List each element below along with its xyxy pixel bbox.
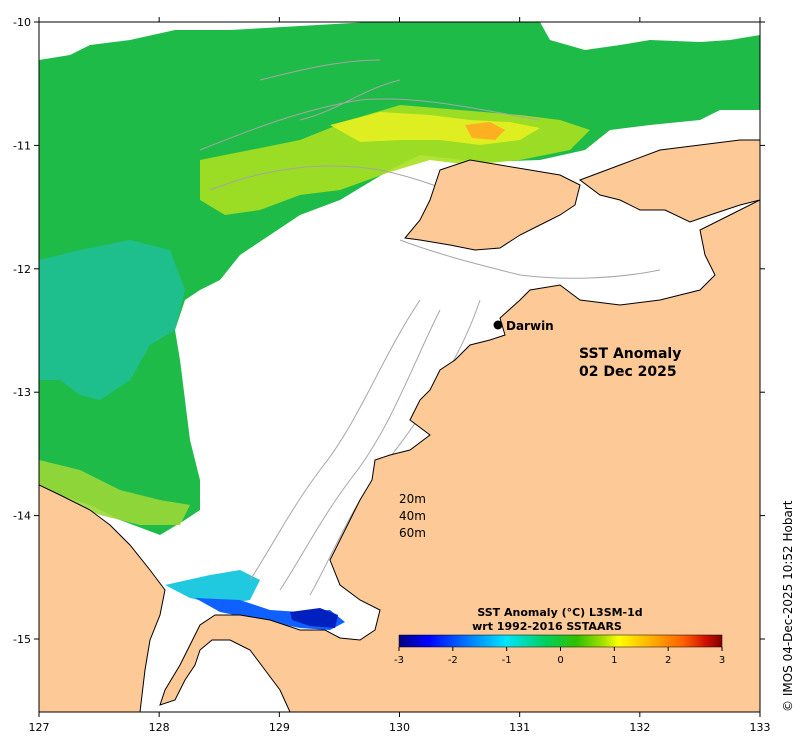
darwin-dot <box>493 320 503 330</box>
x-tick-label: 127 <box>29 721 50 734</box>
y-tick-label: -12 <box>13 263 31 276</box>
colorbar-tick-label: -2 <box>448 655 458 666</box>
plot-area <box>39 22 760 712</box>
land-bathurst-island <box>404 159 581 251</box>
contour-line <box>279 309 441 591</box>
x-tick-label: 132 <box>629 721 650 734</box>
colorbar-tick-label: -1 <box>502 655 512 666</box>
y-tick-label: -11 <box>13 139 31 152</box>
x-axis: 127 128 129 130 131 132 133 <box>29 17 771 734</box>
y-tick-label: -15 <box>13 633 31 646</box>
colorbar-tick-label: 0 <box>557 655 563 666</box>
colorbar-title-line1: SST Anomaly (°C) L3SM-1d <box>477 606 642 619</box>
depth-label-20m: 20m <box>399 492 426 506</box>
y-tick-label: -14 <box>13 510 31 523</box>
sst-data-layer <box>39 22 760 630</box>
colorbar-tick-label: 3 <box>719 655 725 666</box>
colorbar-tick-label: 1 <box>611 655 617 666</box>
colorbar: SST Anomaly (°C) L3SM-1d wrt 1992-2016 S… <box>394 606 725 666</box>
sst-field-southwest <box>39 460 190 525</box>
x-tick-label: 131 <box>509 721 530 734</box>
x-tick-label: 129 <box>269 721 290 734</box>
colorbar-tick-label: -3 <box>394 655 404 666</box>
darwin-marker: Darwin <box>493 319 554 333</box>
y-tick-label: -13 <box>13 386 31 399</box>
sst-field-orange <box>465 122 505 140</box>
x-tick-label: 128 <box>149 721 170 734</box>
colorbar-gradient <box>398 634 723 648</box>
credit-text: © IMOS 04-Dec-2025 10:52 Hobart <box>781 500 795 712</box>
sst-field-darkblue <box>290 608 338 628</box>
contour-line <box>399 239 661 279</box>
sst-field-green <box>39 22 760 535</box>
y-tick-label: -10 <box>13 16 31 29</box>
contour-line <box>259 59 401 121</box>
sst-field-teal <box>39 240 185 400</box>
depth-label-60m: 60m <box>399 526 426 540</box>
colorbar-title-line2: wrt 1992-2016 SSTAARS <box>472 620 622 633</box>
contour-line <box>249 299 421 581</box>
land-melville-island <box>578 139 760 223</box>
depth-label-40m: 40m <box>399 509 426 523</box>
y-axis: -10 -11 -12 -13 -14 -15 <box>13 16 765 646</box>
land-layer <box>39 139 760 712</box>
land-mainland <box>159 199 760 712</box>
colorbar-tick-label: 2 <box>665 655 671 666</box>
depth-legend: 20m 40m 60m <box>399 492 426 540</box>
map-title-line2: 02 Dec 2025 <box>579 364 677 380</box>
darwin-label: Darwin <box>506 319 554 333</box>
map-title-line1: SST Anomaly <box>579 346 681 362</box>
contour-line <box>199 98 541 151</box>
sst-field-cyan-south <box>165 570 260 605</box>
x-tick-label: 133 <box>750 721 771 734</box>
colorbar-ticks: -3 -2 -1 0 1 2 3 <box>394 647 725 666</box>
land-west-coast <box>39 484 166 712</box>
x-tick-label: 130 <box>389 721 410 734</box>
